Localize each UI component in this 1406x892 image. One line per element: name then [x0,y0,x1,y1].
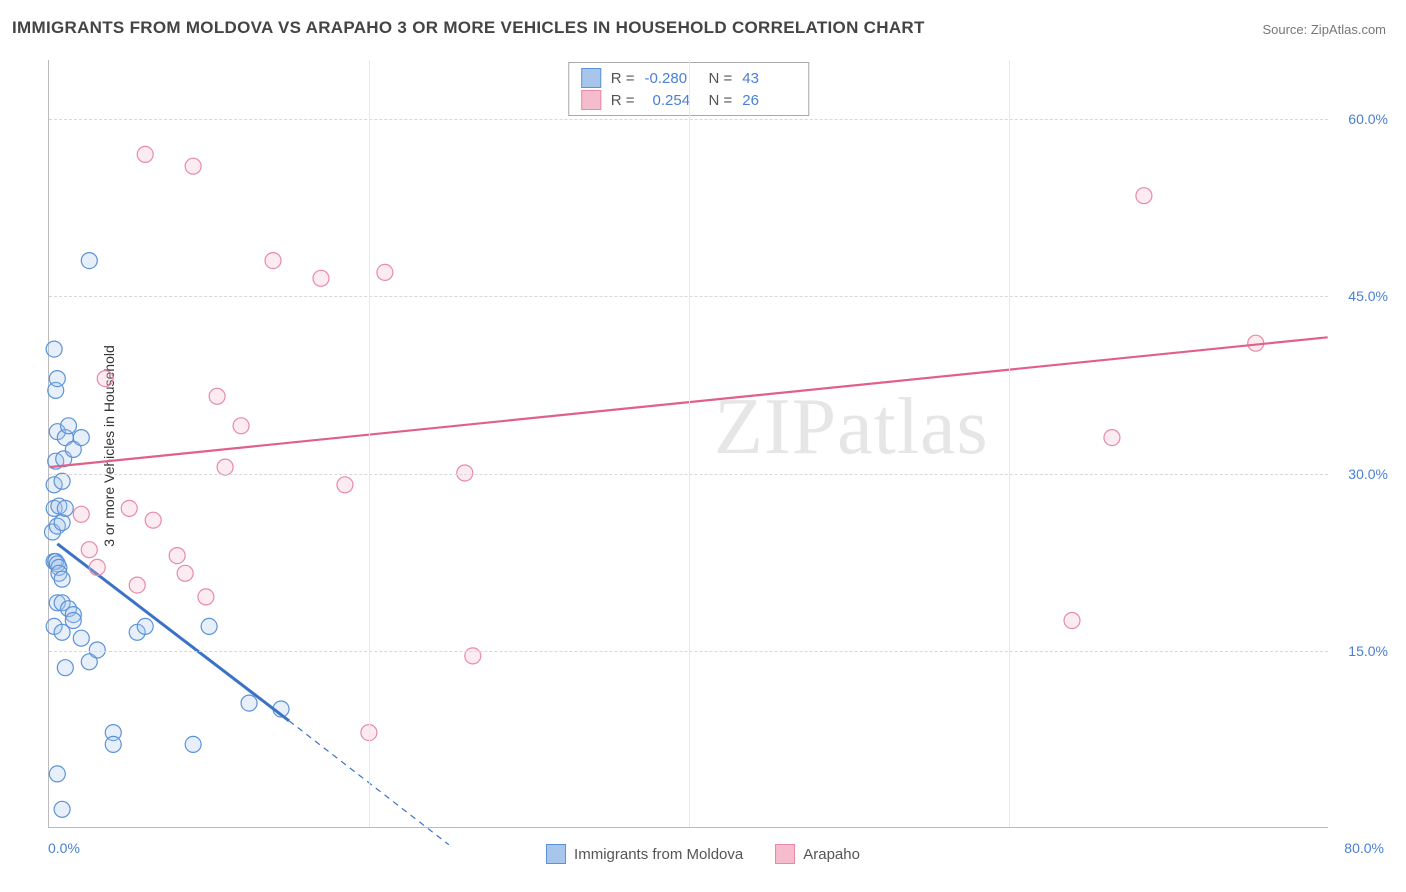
gridline-v [1009,60,1010,827]
scatter-point [81,542,97,558]
scatter-point [61,418,77,434]
legend-series-names: Immigrants from Moldova Arapaho [546,844,860,864]
legend-bottom-swatch-1 [546,844,566,864]
scatter-point [97,371,113,387]
scatter-point [49,766,65,782]
scatter-point [57,500,73,516]
scatter-point [265,253,281,269]
legend-bottom-swatch-2 [775,844,795,864]
scatter-point [137,618,153,634]
scatter-point [121,500,137,516]
legend-r-label-2: R = [611,92,635,109]
scatter-point [137,146,153,162]
scatter-point [57,660,73,676]
legend-swatch-1 [581,68,601,88]
source-attribution: Source: ZipAtlas.com [1262,22,1386,37]
legend-r-label-1: R = [611,70,635,87]
scatter-point [169,548,185,564]
y-tick-label: 15.0% [1348,643,1388,659]
scatter-point [1104,430,1120,446]
y-tick-label: 30.0% [1348,466,1388,482]
scatter-point [185,158,201,174]
scatter-point [49,371,65,387]
legend-bottom-item-2: Arapaho [775,844,860,864]
plot-area: R = -0.280 N = 43 R = 0.254 N = 26 ZIPat… [48,60,1328,828]
legend-n-label-1: N = [709,70,733,87]
scatter-point [129,577,145,593]
legend-bottom-label-1: Immigrants from Moldova [574,846,743,863]
legend-n-value-2: 26 [742,92,796,109]
gridline-v [369,60,370,827]
gridline-v [689,60,690,827]
scatter-point [337,477,353,493]
scatter-point [177,565,193,581]
scatter-point [65,613,81,629]
scatter-point [46,341,62,357]
scatter-point [198,589,214,605]
scatter-point [81,253,97,269]
scatter-point [89,559,105,575]
y-tick-label: 45.0% [1348,288,1388,304]
scatter-point [185,736,201,752]
scatter-point [145,512,161,528]
legend-n-label-2: N = [709,92,733,109]
scatter-point [209,388,225,404]
scatter-point [201,618,217,634]
legend-swatch-2 [581,90,601,110]
scatter-point [54,801,70,817]
scatter-point [1064,613,1080,629]
scatter-point [105,736,121,752]
scatter-point [54,515,70,531]
scatter-point [73,430,89,446]
x-axis-max-label: 80.0% [1344,840,1384,856]
x-axis-min-label: 0.0% [48,840,80,856]
scatter-point [241,695,257,711]
scatter-point [233,418,249,434]
scatter-point [1136,188,1152,204]
scatter-point [73,506,89,522]
legend-n-value-1: 43 [742,70,796,87]
scatter-point [377,264,393,280]
scatter-point [313,270,329,286]
scatter-point [73,630,89,646]
scatter-point [54,473,70,489]
y-tick-label: 60.0% [1348,111,1388,127]
legend-r-value-2: 0.254 [645,92,699,109]
legend-r-value-1: -0.280 [645,70,699,87]
scatter-point [54,571,70,587]
legend-bottom-item-1: Immigrants from Moldova [546,844,743,864]
legend-bottom-label-2: Arapaho [803,846,860,863]
chart-title: IMMIGRANTS FROM MOLDOVA VS ARAPAHO 3 OR … [12,18,925,38]
